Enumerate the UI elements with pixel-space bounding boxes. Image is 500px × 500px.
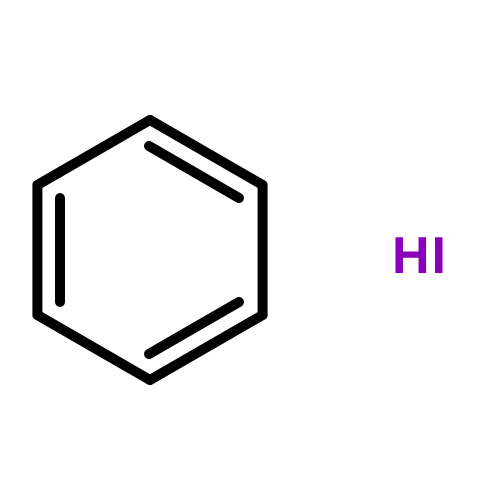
iodine-label: I	[432, 226, 446, 286]
chemical-structure-diagram: H I	[0, 0, 500, 500]
hydrogen-label: H	[392, 226, 430, 286]
